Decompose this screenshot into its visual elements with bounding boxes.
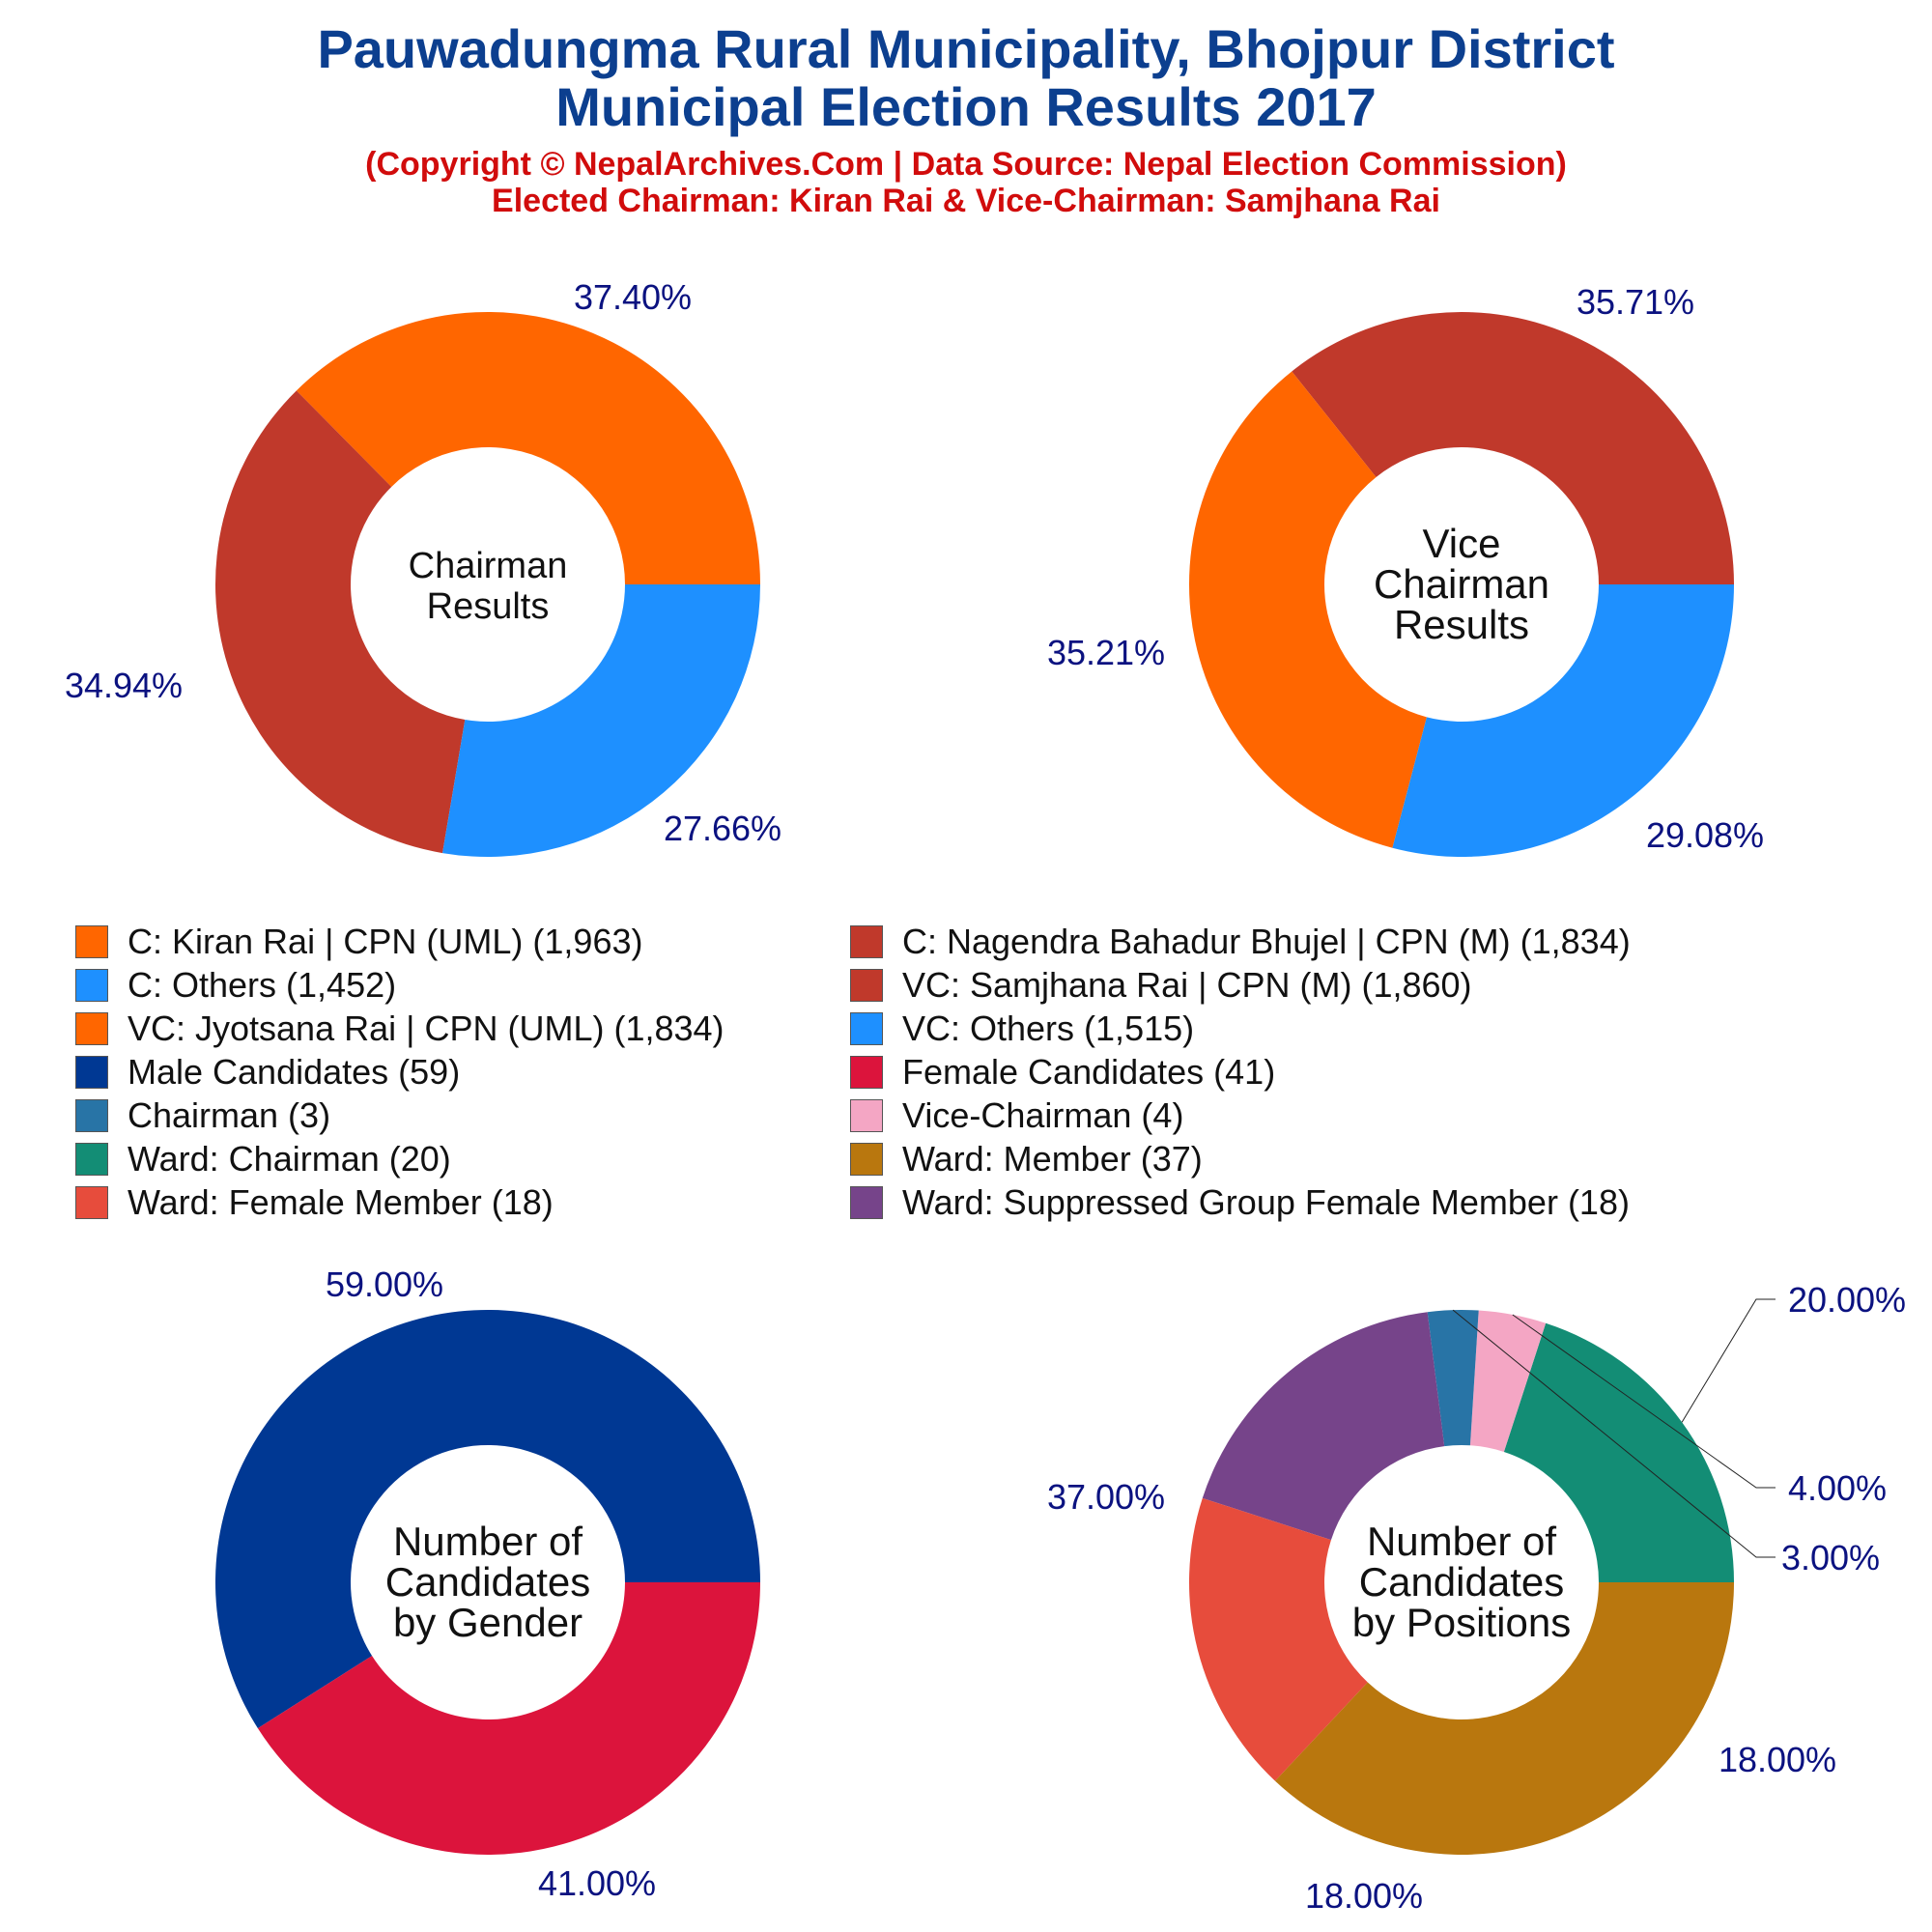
legend-label: Chairman (3) <box>128 1095 331 1135</box>
donut-center-label: Candidates <box>1359 1559 1564 1605</box>
slice-percent-label: 59.00% <box>326 1264 443 1304</box>
donut-center-label: Chairman <box>1374 561 1549 607</box>
legend-label: VC: Samjhana Rai | CPN (M) (1,860) <box>902 965 1472 1005</box>
legend-label: C: Kiran Rai | CPN (UML) (1,963) <box>128 922 643 961</box>
slice-percent-label: 18.00% <box>1719 1740 1836 1779</box>
slice-vice-chairman <box>1469 1310 1547 1452</box>
slice-percent-label: 35.21% <box>1047 633 1165 672</box>
legend-swatch <box>75 969 108 1002</box>
legend-item: C: Others (1,452) <box>75 965 397 1005</box>
legend-swatch <box>850 1186 883 1219</box>
slice-percent-label: 4.00% <box>1788 1468 1887 1508</box>
legend-label: Ward: Member (37) <box>902 1139 1203 1179</box>
slice-vc-jyotsana-rai-cpn-uml <box>1189 371 1427 848</box>
slice-percent-label: 35.71% <box>1577 282 1694 322</box>
legend-swatch <box>850 1056 883 1089</box>
donut-center-label: Candidates <box>385 1559 590 1605</box>
legend-swatch <box>850 1099 883 1132</box>
chart-title-line1: Pauwadungma Rural Municipality, Bhojpur … <box>317 18 1615 79</box>
donut-chart-4: 20.00% 4.00% 3.00% 18.00% 18.00% 37.00% Number… <box>1047 1280 1906 1916</box>
slice-male-candidates <box>214 1309 761 1729</box>
legend-item: Ward: Suppressed Group Female Member (18… <box>850 1182 1630 1222</box>
slice-ward-member <box>1274 1582 1735 1855</box>
leader-line <box>1681 1298 1776 1423</box>
legend-label: Ward: Chairman (20) <box>128 1139 451 1179</box>
slice-percent-label: 34.94% <box>65 666 183 705</box>
donut-center-label: Number of <box>1367 1519 1556 1564</box>
slice-ward-chairman <box>1503 1322 1734 1582</box>
legend-item: Female Candidates (41) <box>850 1052 1276 1092</box>
legend-swatch <box>75 1056 108 1089</box>
legend-item: VC: Jyotsana Rai | CPN (UML) (1,834) <box>75 1009 724 1048</box>
slice-vc-samjhana-rai-cpn-m <box>1292 311 1734 584</box>
legend-label: VC: Others (1,515) <box>902 1009 1195 1048</box>
slice-c-nagendra-bahadur-bhujel-cpn-m <box>215 390 466 854</box>
slice-percent-label: 27.66% <box>664 809 781 848</box>
legend-item: C: Kiran Rai | CPN (UML) (1,963) <box>75 922 643 961</box>
slice-vc-others <box>1392 584 1734 857</box>
chart-title-line2: Municipal Election Results 2017 <box>555 76 1377 137</box>
slice-ward-female-member <box>1189 1497 1368 1781</box>
legend-item: VC: Samjhana Rai | CPN (M) (1,860) <box>850 965 1472 1005</box>
slice-c-kiran-rai-cpn-uml <box>296 311 761 584</box>
slice-percent-label: 20.00% <box>1788 1280 1906 1320</box>
legend-item: C: Nagendra Bahadur Bhujel | CPN (M) (1,… <box>850 922 1631 961</box>
slice-percent-label: 18.00% <box>1305 1876 1423 1916</box>
legend-label: Male Candidates (59) <box>128 1052 461 1092</box>
slice-percent-label: 29.08% <box>1646 815 1764 855</box>
donut-center-label: by Positions <box>1352 1600 1571 1645</box>
legend-swatch <box>75 1186 108 1219</box>
legend-label: C: Nagendra Bahadur Bhujel | CPN (M) (1,… <box>902 922 1631 961</box>
legend-item: VC: Others (1,515) <box>850 1009 1194 1048</box>
legend-item: Ward: Chairman (20) <box>75 1139 451 1179</box>
donut-center-label: Results <box>427 586 550 627</box>
legend-label: Ward: Female Member (18) <box>128 1182 554 1222</box>
chart-subtitle-line2: Elected Chairman: Kiran Rai & Vice-Chair… <box>492 183 1440 219</box>
legend-swatch <box>850 1012 883 1045</box>
legend-swatch <box>850 969 883 1002</box>
legend-item: Chairman (3) <box>75 1095 331 1135</box>
donut-center-label: Number of <box>393 1519 582 1564</box>
slice-chairman <box>1427 1310 1479 1447</box>
legend-label: VC: Jyotsana Rai | CPN (UML) (1,834) <box>128 1009 724 1048</box>
slice-percent-label: 41.00% <box>538 1863 656 1903</box>
slice-ward-suppressed-group-female-member <box>1202 1312 1445 1541</box>
legend-swatch <box>75 1012 108 1045</box>
legend-swatch <box>75 1143 108 1176</box>
legend-label: Female Candidates (41) <box>902 1052 1276 1092</box>
legend-item: Ward: Female Member (18) <box>75 1182 554 1222</box>
legend-item: Vice-Chairman (4) <box>850 1095 1184 1135</box>
legend-swatch <box>850 925 883 958</box>
leader-line <box>1452 1309 1776 1558</box>
legend-item: Ward: Member (37) <box>850 1139 1203 1179</box>
slice-female-candidates <box>257 1582 760 1855</box>
legend-item: Male Candidates (59) <box>75 1052 461 1092</box>
legend-label: Vice-Chairman (4) <box>902 1095 1184 1135</box>
slice-percent-label: 3.00% <box>1781 1538 1880 1577</box>
donut-center-label: Vice <box>1423 521 1501 566</box>
legend-label: C: Others (1,452) <box>128 965 397 1005</box>
donut-center-label: by Gender <box>393 1600 582 1645</box>
slice-c-others <box>442 584 760 857</box>
legend-swatch <box>75 1099 108 1132</box>
legend-swatch <box>75 925 108 958</box>
donut-center-label: Chairman <box>409 546 568 586</box>
legend-swatch <box>850 1143 883 1176</box>
legend-label: Ward: Suppressed Group Female Member (18… <box>902 1182 1630 1222</box>
leader-line <box>1512 1314 1776 1489</box>
donut-center-label: Results <box>1394 602 1529 647</box>
slice-percent-label: 37.40% <box>574 277 692 317</box>
chart-subtitle-line1: (Copyright © NepalArchives.Com | Data So… <box>365 146 1567 183</box>
slice-percent-label: 37.00% <box>1047 1477 1165 1517</box>
